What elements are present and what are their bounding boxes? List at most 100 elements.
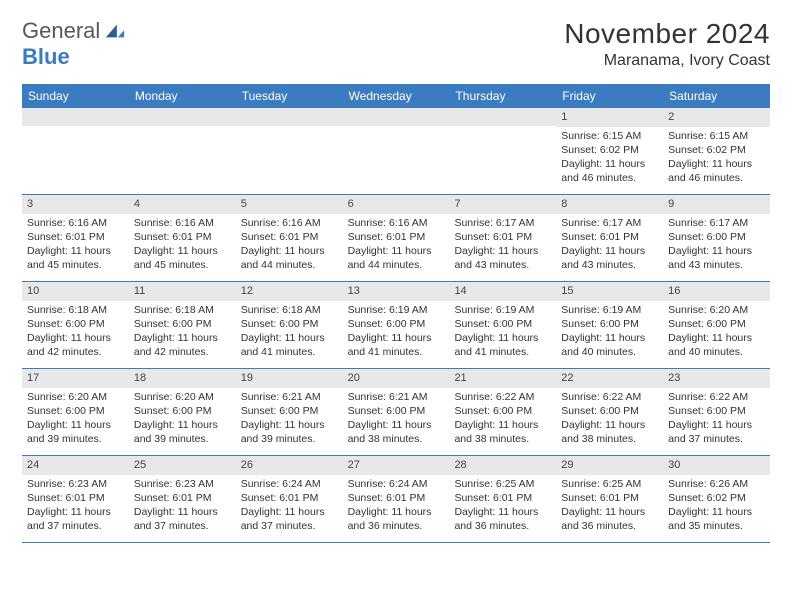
day-info-line: Sunrise: 6:24 AM <box>348 477 445 491</box>
day-info-line: Sunrise: 6:20 AM <box>668 303 765 317</box>
date-number: 17 <box>22 369 129 388</box>
date-number <box>236 108 343 126</box>
day-cell: 28Sunrise: 6:25 AMSunset: 6:01 PMDayligh… <box>449 456 556 542</box>
day-body: Sunrise: 6:17 AMSunset: 6:00 PMDaylight:… <box>663 214 770 277</box>
day-body: Sunrise: 6:19 AMSunset: 6:00 PMDaylight:… <box>343 301 450 364</box>
day-info-line: Sunset: 6:01 PM <box>134 491 231 505</box>
date-number: 3 <box>22 195 129 214</box>
day-info-line: Sunset: 6:02 PM <box>668 491 765 505</box>
day-info-line: Sunset: 6:00 PM <box>348 404 445 418</box>
day-body: Sunrise: 6:17 AMSunset: 6:01 PMDaylight:… <box>449 214 556 277</box>
date-number: 13 <box>343 282 450 301</box>
day-info-line: and 36 minutes. <box>454 519 551 533</box>
date-number: 5 <box>236 195 343 214</box>
day-cell <box>236 108 343 194</box>
day-cell: 18Sunrise: 6:20 AMSunset: 6:00 PMDayligh… <box>129 369 236 455</box>
day-cell: 2Sunrise: 6:15 AMSunset: 6:02 PMDaylight… <box>663 108 770 194</box>
day-cell: 13Sunrise: 6:19 AMSunset: 6:00 PMDayligh… <box>343 282 450 368</box>
day-info-line: Daylight: 11 hours <box>454 505 551 519</box>
day-body: Sunrise: 6:22 AMSunset: 6:00 PMDaylight:… <box>663 388 770 451</box>
date-number: 25 <box>129 456 236 475</box>
day-info-line: Sunset: 6:01 PM <box>454 230 551 244</box>
day-info-line: Daylight: 11 hours <box>561 418 658 432</box>
day-info-line: Sunrise: 6:15 AM <box>668 129 765 143</box>
day-body: Sunrise: 6:21 AMSunset: 6:00 PMDaylight:… <box>343 388 450 451</box>
day-info-line: Sunrise: 6:23 AM <box>27 477 124 491</box>
day-info-line: Daylight: 11 hours <box>241 331 338 345</box>
date-number: 16 <box>663 282 770 301</box>
day-info-line: Daylight: 11 hours <box>454 244 551 258</box>
day-cell <box>449 108 556 194</box>
day-cell: 22Sunrise: 6:22 AMSunset: 6:00 PMDayligh… <box>556 369 663 455</box>
date-number: 23 <box>663 369 770 388</box>
day-info-line: Sunset: 6:02 PM <box>668 143 765 157</box>
day-info-line: Daylight: 11 hours <box>348 244 445 258</box>
day-cell: 12Sunrise: 6:18 AMSunset: 6:00 PMDayligh… <box>236 282 343 368</box>
day-info-line: Sunset: 6:00 PM <box>134 317 231 331</box>
day-info-line: and 35 minutes. <box>668 519 765 533</box>
day-cell: 4Sunrise: 6:16 AMSunset: 6:01 PMDaylight… <box>129 195 236 281</box>
day-info-line: Sunrise: 6:17 AM <box>561 216 658 230</box>
date-number: 18 <box>129 369 236 388</box>
day-cell: 11Sunrise: 6:18 AMSunset: 6:00 PMDayligh… <box>129 282 236 368</box>
weekday-header: Wednesday <box>343 84 450 108</box>
day-info-line: Sunrise: 6:16 AM <box>241 216 338 230</box>
day-info-line: Daylight: 11 hours <box>561 505 658 519</box>
day-cell <box>22 108 129 194</box>
day-info-line: Sunset: 6:00 PM <box>348 317 445 331</box>
day-info-line: Sunset: 6:00 PM <box>27 317 124 331</box>
day-info-line: Sunset: 6:00 PM <box>668 317 765 331</box>
day-body: Sunrise: 6:24 AMSunset: 6:01 PMDaylight:… <box>343 475 450 538</box>
logo-sail-icon <box>104 22 126 40</box>
date-number <box>22 108 129 126</box>
day-info-line: and 43 minutes. <box>668 258 765 272</box>
weekday-header-row: Sunday Monday Tuesday Wednesday Thursday… <box>22 84 770 108</box>
day-info-line: Sunset: 6:01 PM <box>348 491 445 505</box>
date-number: 28 <box>449 456 556 475</box>
day-info-line: Sunrise: 6:22 AM <box>454 390 551 404</box>
date-number: 1 <box>556 108 663 127</box>
day-info-line: and 36 minutes. <box>561 519 658 533</box>
day-info-line: Sunrise: 6:18 AM <box>241 303 338 317</box>
day-info-line: and 37 minutes. <box>241 519 338 533</box>
day-info-line: Sunset: 6:00 PM <box>27 404 124 418</box>
day-info-line: Sunset: 6:00 PM <box>668 230 765 244</box>
day-cell: 16Sunrise: 6:20 AMSunset: 6:00 PMDayligh… <box>663 282 770 368</box>
day-info-line: Sunset: 6:00 PM <box>454 317 551 331</box>
day-info-line: Sunrise: 6:22 AM <box>668 390 765 404</box>
day-cell: 9Sunrise: 6:17 AMSunset: 6:00 PMDaylight… <box>663 195 770 281</box>
day-body: Sunrise: 6:16 AMSunset: 6:01 PMDaylight:… <box>343 214 450 277</box>
day-info-line: Daylight: 11 hours <box>348 505 445 519</box>
day-info-line: and 41 minutes. <box>241 345 338 359</box>
day-body <box>343 126 450 132</box>
day-body: Sunrise: 6:15 AMSunset: 6:02 PMDaylight:… <box>663 127 770 190</box>
week-row: 24Sunrise: 6:23 AMSunset: 6:01 PMDayligh… <box>22 456 770 543</box>
day-body: Sunrise: 6:24 AMSunset: 6:01 PMDaylight:… <box>236 475 343 538</box>
day-cell: 1Sunrise: 6:15 AMSunset: 6:02 PMDaylight… <box>556 108 663 194</box>
day-info-line: Daylight: 11 hours <box>134 505 231 519</box>
day-info-line: Sunset: 6:00 PM <box>241 317 338 331</box>
weekday-header: Monday <box>129 84 236 108</box>
day-info-line: Sunrise: 6:25 AM <box>561 477 658 491</box>
date-number <box>129 108 236 126</box>
date-number <box>449 108 556 126</box>
day-cell: 19Sunrise: 6:21 AMSunset: 6:00 PMDayligh… <box>236 369 343 455</box>
week-row: 1Sunrise: 6:15 AMSunset: 6:02 PMDaylight… <box>22 108 770 195</box>
day-info-line: Sunrise: 6:20 AM <box>27 390 124 404</box>
weekday-header: Thursday <box>449 84 556 108</box>
title-block: November 2024 Maranama, Ivory Coast <box>564 18 770 70</box>
day-cell: 25Sunrise: 6:23 AMSunset: 6:01 PMDayligh… <box>129 456 236 542</box>
date-number: 6 <box>343 195 450 214</box>
day-info-line: Sunrise: 6:25 AM <box>454 477 551 491</box>
weekday-header: Saturday <box>663 84 770 108</box>
day-info-line: Daylight: 11 hours <box>27 418 124 432</box>
day-info-line: Sunset: 6:01 PM <box>241 230 338 244</box>
day-body <box>22 126 129 132</box>
date-number: 20 <box>343 369 450 388</box>
date-number: 9 <box>663 195 770 214</box>
day-info-line: and 39 minutes. <box>27 432 124 446</box>
date-number: 21 <box>449 369 556 388</box>
day-info-line: Daylight: 11 hours <box>27 244 124 258</box>
day-info-line: Sunset: 6:00 PM <box>454 404 551 418</box>
date-number: 7 <box>449 195 556 214</box>
